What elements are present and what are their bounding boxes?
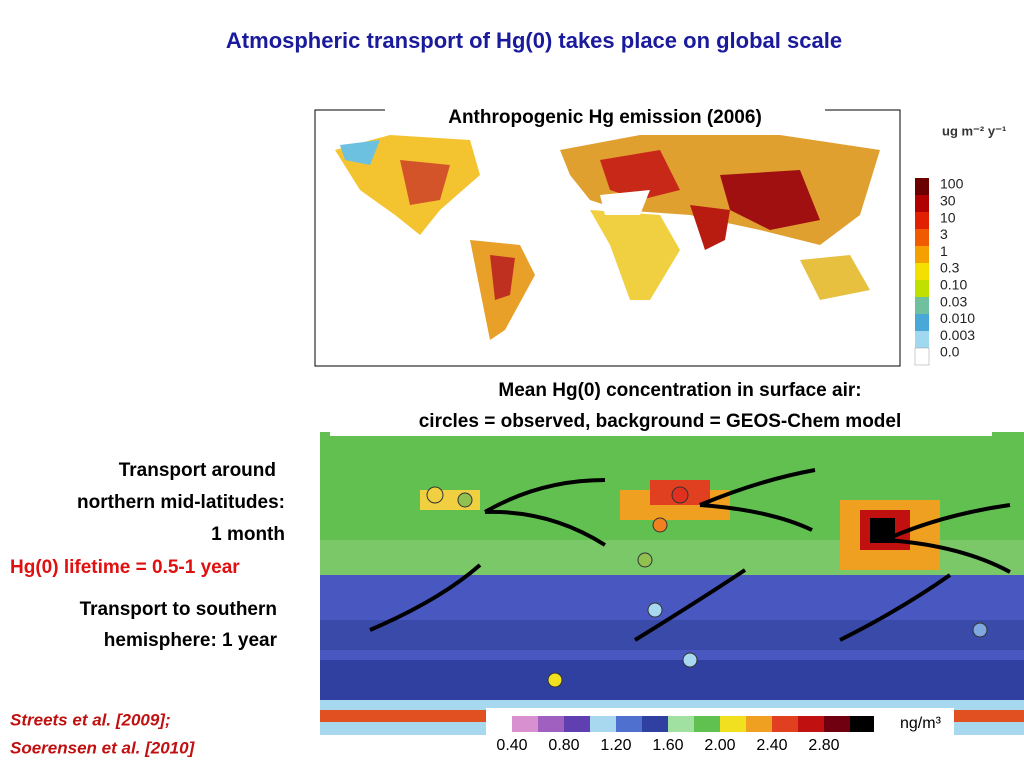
caption-line: circles = observed, background = GEOS-Ch… <box>419 411 902 432</box>
citation: Streets et al. [2009]; <box>10 710 171 729</box>
legend-label: 1 <box>940 243 948 259</box>
legend-label: 1.20 <box>600 737 631 754</box>
note-line: Transport around <box>119 460 276 481</box>
legend-label: 10 <box>940 209 956 225</box>
legend-label: 30 <box>940 193 956 209</box>
legend-label: 0.3 <box>940 260 960 276</box>
concentration-legend-labels: 0.40 0.80 1.20 1.60 2.00 2.40 2.80 <box>496 737 839 754</box>
emission-map <box>314 109 901 367</box>
legend-label: 0.10 <box>940 277 967 293</box>
concentration-legend <box>486 708 954 764</box>
legend-label: 2.00 <box>704 737 735 754</box>
lifetime-note: Hg(0) lifetime = 0.5-1 year <box>10 557 240 578</box>
legend-unit: ug m⁻² y⁻¹ <box>942 123 1006 138</box>
legend-label: 0.80 <box>548 737 579 754</box>
legend-label: 1.60 <box>652 737 683 754</box>
legend-label: 0.40 <box>496 737 527 754</box>
note-line: 1 month <box>211 524 285 545</box>
concentration-map <box>320 432 1024 735</box>
legend-unit: ng/m³ <box>900 715 942 732</box>
emission-legend <box>914 178 930 366</box>
legend-label: 0.010 <box>940 310 975 326</box>
note-line: hemisphere: 1 year <box>104 630 278 651</box>
map-title: Anthropogenic Hg emission (2006) <box>448 107 762 128</box>
legend-label: 3 <box>940 226 948 242</box>
citation: Soerensen et al. [2010] <box>10 738 196 757</box>
legend-label: 0.0 <box>940 344 960 360</box>
legend-label: 100 <box>940 176 964 192</box>
legend-label: 2.80 <box>808 737 839 754</box>
note-line: Transport to southern <box>80 599 277 620</box>
legend-label: 2.40 <box>756 737 787 754</box>
legend-label: 0.003 <box>940 327 975 343</box>
legend-label: 0.03 <box>940 293 967 309</box>
caption-line: Mean Hg(0) concentration in surface air: <box>498 380 861 401</box>
slide-title: Atmospheric transport of Hg(0) takes pla… <box>226 28 842 53</box>
note-line: northern mid-latitudes: <box>77 492 285 513</box>
